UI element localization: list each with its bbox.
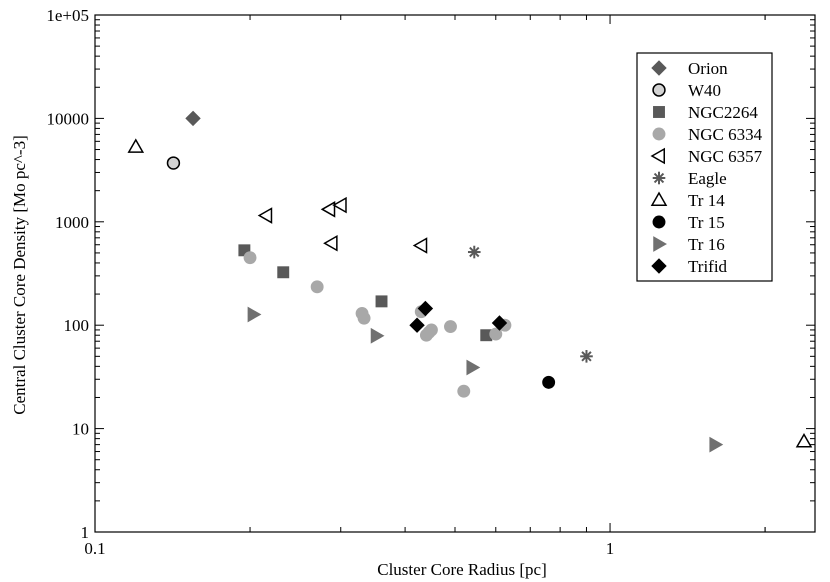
point-ngc-6357 xyxy=(332,196,347,214)
point-ngc2264 xyxy=(375,295,388,308)
point-ngc-6334 xyxy=(457,384,471,398)
x-tick-label: 1 xyxy=(606,539,615,558)
point-tr-15 xyxy=(542,375,556,389)
legend-marker-ngc-6334 xyxy=(652,127,666,141)
legend-label-ngc-6357: NGC 6357 xyxy=(688,147,763,166)
legend-marker-eagle xyxy=(652,171,666,185)
point-trifid xyxy=(409,317,425,333)
legend-item-tr-15: Tr 15 xyxy=(652,213,725,232)
axis-ticks xyxy=(94,15,815,533)
x-axis-label: Cluster Core Radius [pc] xyxy=(377,560,547,579)
legend-label-ngc-6334: NGC 6334 xyxy=(688,125,763,144)
point-ngc-6334 xyxy=(243,251,257,265)
legend-marker-ngc-6357 xyxy=(650,147,665,165)
point-trifid xyxy=(417,300,434,317)
point-eagle xyxy=(467,245,481,259)
legend-item-ngc-6357: NGC 6357 xyxy=(650,147,763,166)
legend-item-ngc2264: NGC2264 xyxy=(653,103,758,122)
point-ngc-6334 xyxy=(424,323,438,337)
legend-marker-tr-14 xyxy=(650,191,668,206)
legend-item-trifid: Trifid xyxy=(651,257,728,276)
y-tick-label: 1 xyxy=(81,523,90,542)
legend-marker-trifid xyxy=(651,258,667,274)
point-w40 xyxy=(166,156,181,170)
point-orion xyxy=(185,110,201,127)
legend-item-tr-16: Tr 16 xyxy=(653,235,725,254)
point-ngc-6334 xyxy=(310,280,324,294)
point-ngc-6334 xyxy=(489,327,503,341)
x-tick-label: 0.1 xyxy=(84,539,105,558)
legend-label-tr-15: Tr 15 xyxy=(688,213,725,232)
point-tr-16 xyxy=(370,327,385,344)
legend-label-eagle: Eagle xyxy=(688,169,727,188)
point-ngc-6357 xyxy=(320,201,336,218)
point-tr-14 xyxy=(127,138,145,153)
point-ngc-6357 xyxy=(323,234,338,252)
legend-item-orion: Orion xyxy=(651,59,728,78)
legend-marker-tr-16 xyxy=(653,236,668,252)
legend-label-tr-16: Tr 16 xyxy=(688,235,725,254)
point-ngc-6334 xyxy=(357,311,371,325)
data-points xyxy=(127,110,813,453)
legend-item-ngc-6334: NGC 6334 xyxy=(652,125,763,144)
point-eagle xyxy=(580,350,593,363)
legend-label-tr-14: Tr 14 xyxy=(688,191,725,210)
legend-label-trifid: Trifid xyxy=(688,257,728,276)
legend-item-tr-14: Tr 14 xyxy=(650,191,725,210)
point-ngc-6357 xyxy=(412,237,428,254)
legend-item-w40: W40 xyxy=(652,81,721,100)
legend-label-orion: Orion xyxy=(688,59,728,78)
y-axis-label: Central Cluster Core Density [Mo pc^-3] xyxy=(10,135,29,414)
point-tr-14 xyxy=(795,433,813,448)
legend-label-ngc2264: NGC2264 xyxy=(688,103,758,122)
legend-marker-ngc2264 xyxy=(653,106,665,118)
y-tick-label: 10000 xyxy=(47,109,90,128)
y-tick-label: 1000 xyxy=(55,213,89,232)
point-ngc-6357 xyxy=(257,207,273,224)
point-trifid xyxy=(491,315,508,331)
legend-marker-w40 xyxy=(652,83,666,97)
legend-item-eagle: Eagle xyxy=(652,169,727,188)
point-ngc2264 xyxy=(277,266,290,279)
legend-marker-orion xyxy=(651,60,667,76)
point-tr-16 xyxy=(709,436,724,453)
y-tick-label: 1e+05 xyxy=(46,6,89,25)
legend: Orion W40 NGC2264 NGC 6334 NGC 6357 Eagle Tr 1… xyxy=(636,52,773,282)
point-ngc-6334 xyxy=(444,320,457,334)
y-tick-label: 100 xyxy=(64,316,90,335)
point-tr-16 xyxy=(466,359,481,376)
point-tr-16 xyxy=(247,306,262,323)
y-tick-label: 10 xyxy=(72,420,89,439)
legend-label-w40: W40 xyxy=(688,81,721,100)
legend-marker-tr-15 xyxy=(652,215,666,229)
